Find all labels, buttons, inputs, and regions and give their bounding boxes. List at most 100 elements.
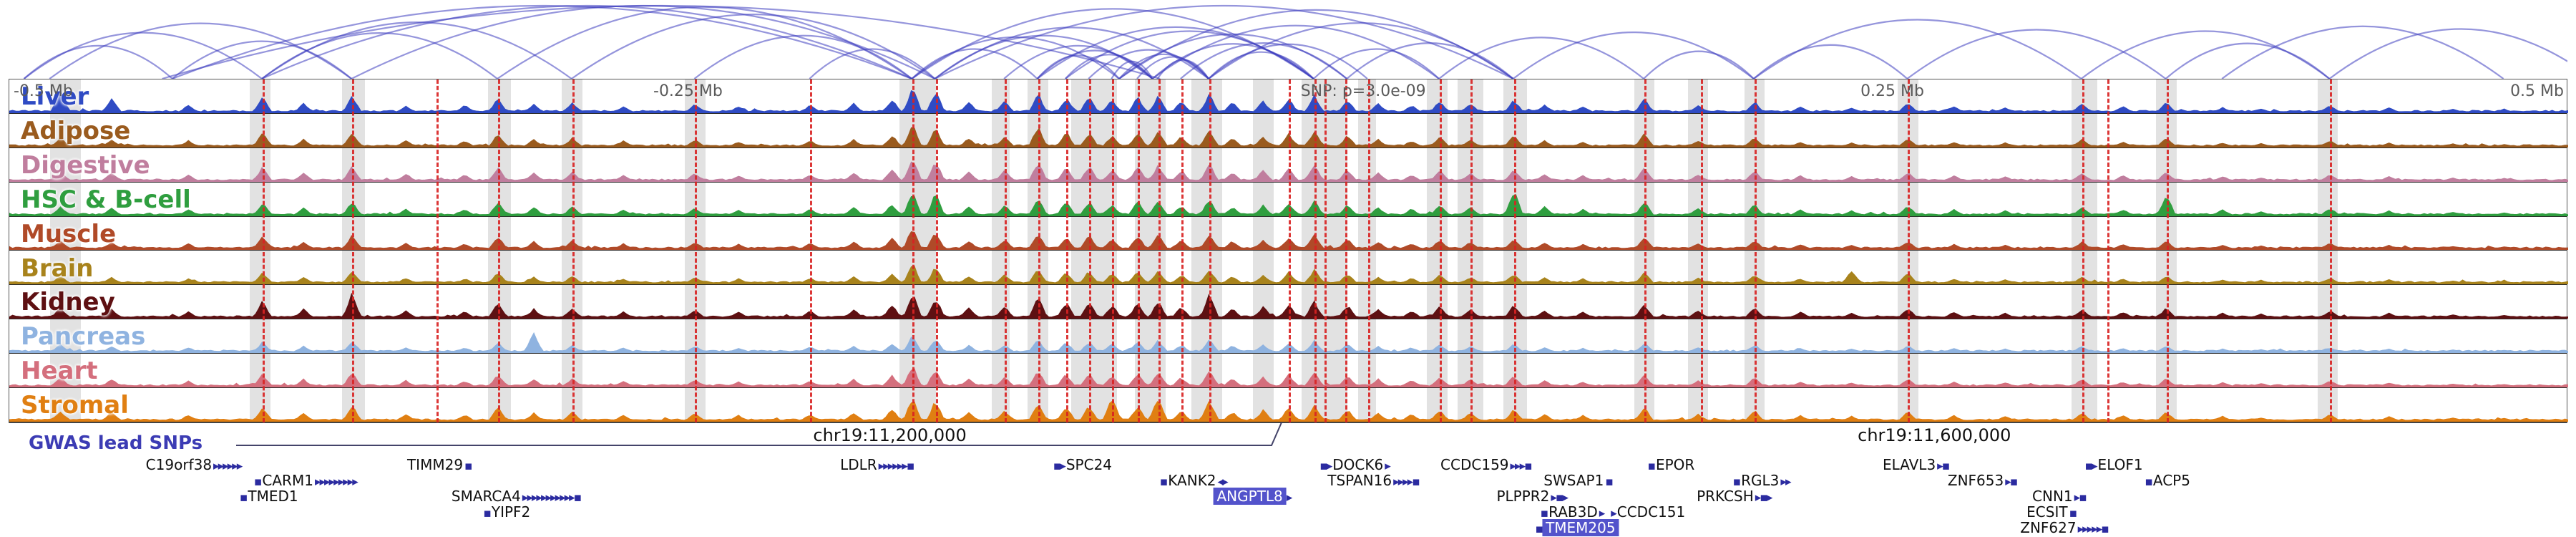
- gene-name-label: PRKCSH: [1697, 488, 1754, 505]
- track-row-stromal[interactable]: Stromal: [9, 388, 2568, 422]
- gene-structure-icon: ▪▸: [1319, 459, 1332, 473]
- gene-ecsit[interactable]: ECSIT ▪: [2025, 505, 2077, 521]
- chromatin-interaction-arc: [1753, 44, 1908, 79]
- gene-spc24[interactable]: ▪▸ SPC24: [1053, 458, 1113, 474]
- gene-elof1[interactable]: ▪▸ ELOF1: [2084, 458, 2144, 474]
- gene-name-label: YIPF2: [491, 503, 531, 521]
- gene-structure-icon: ▸▸: [1780, 475, 1791, 489]
- gene-structure-icon: ▪: [253, 475, 262, 489]
- snp-marker-line: [912, 79, 915, 422]
- snp-marker-line: [1038, 79, 1040, 422]
- gene-swsap1[interactable]: SWSAP1 ▪: [1542, 473, 1613, 490]
- gene-name-label: LDLR: [840, 456, 877, 473]
- snp-marker-line: [1908, 79, 1911, 422]
- chromatin-interaction-arc: [1313, 48, 1440, 79]
- gene-structure-icon: ▸▸▸▪: [1510, 459, 1533, 473]
- track-row-pancreas[interactable]: Pancreas: [9, 319, 2568, 354]
- gene-angptl8[interactable]: ANGPTL8 ▸: [1213, 488, 1292, 505]
- snp-marker-line: [2166, 79, 2169, 422]
- track-label-stromal: Stromal: [21, 391, 129, 420]
- gene-structure-icon: ▪: [1732, 475, 1741, 489]
- track-row-hsc-b-cell[interactable]: HSC & B-cell: [9, 183, 2568, 217]
- gene-tmed1[interactable]: ▪ TMED1: [240, 489, 300, 505]
- track-row-brain[interactable]: Brain: [9, 251, 2568, 286]
- gene-acp5[interactable]: ▪ ACP5: [2145, 473, 2192, 490]
- gene-c19orf38[interactable]: C19orf38 ▸▸▸▸▸▸: [145, 458, 243, 474]
- gene-ccdc151[interactable]: ▸ CCDC151: [1611, 505, 1687, 521]
- gene-znf627[interactable]: ZNF627 ▸▸▸▸▸▪: [2019, 519, 2109, 537]
- track-row-kidney[interactable]: Kidney: [9, 285, 2568, 320]
- gene-structure-icon: ▸: [1385, 459, 1390, 473]
- track-row-muscle[interactable]: Muscle: [9, 217, 2568, 251]
- gene-tspan16[interactable]: TSPAN16 ▸▸▸▸▪: [1326, 472, 1420, 490]
- gene-name-label: ELAVL3: [1882, 456, 1936, 473]
- track-label-kidney: Kidney: [21, 288, 115, 317]
- snp-marker-line: [1005, 79, 1008, 422]
- track-row-heart[interactable]: Heart: [9, 354, 2568, 389]
- chromatin-interaction-arc: [1118, 53, 1209, 79]
- gene-carm1[interactable]: ▪ CARM1 ▸▸▸▸▸▸▸▸▸: [253, 472, 358, 490]
- gene-structure-icon: ▸▸▸▸▸▸▸▸▸: [314, 475, 358, 489]
- track-row-digestive[interactable]: Digestive: [9, 148, 2568, 183]
- chromatin-interaction-arc: [1118, 33, 1347, 79]
- gene-structure-icon: ▪: [1540, 506, 1548, 521]
- snp-marker-line: [1345, 79, 1347, 422]
- gene-structure-icon: ▪▸: [2084, 459, 2097, 473]
- snp-marker-line: [695, 79, 698, 422]
- snp-marker-line: [1289, 79, 1291, 422]
- gene-cnn1[interactable]: CNN1 ▸▪: [2031, 488, 2087, 505]
- gene-name-label: CNN1: [2032, 488, 2073, 505]
- track-row-liver[interactable]: Liver: [9, 79, 2568, 114]
- gene-structure-icon: ▪: [1647, 459, 1655, 473]
- gene-tmem205[interactable]: ▪ TMEM205: [1536, 519, 1619, 537]
- snp-marker-line: [1644, 79, 1647, 422]
- chromatin-interaction-arc: [1036, 54, 1120, 79]
- chromatin-interaction-arc: [2080, 30, 2331, 79]
- gene-name-label: SPC24: [1065, 456, 1113, 473]
- chromatin-interaction-arc: [1111, 60, 1153, 79]
- chromatin-interaction-arc: [809, 48, 936, 79]
- scale-tick-label: 0.25 Mb: [1860, 82, 1924, 100]
- chromatin-interaction-arc: [1438, 37, 1644, 79]
- gene-name-label: TSPAN16: [1327, 472, 1392, 489]
- chromatin-interaction-arc: [693, 34, 912, 79]
- snp-marker-line: [1158, 79, 1161, 422]
- track-label-adipose: Adipose: [21, 116, 131, 145]
- gene-prkcsh[interactable]: PRKCSH ▸▪▸: [1695, 488, 1772, 505]
- gene-kank2[interactable]: ▪ KANK2 ◂▸: [1160, 473, 1229, 490]
- gene-epor[interactable]: ▪ EPOR: [1647, 458, 1696, 474]
- gene-name-label: CARM1: [262, 472, 313, 489]
- snp-marker-line: [1112, 79, 1115, 422]
- snp-highlight-band: [1071, 79, 1118, 422]
- track-label-brain: Brain: [21, 253, 94, 283]
- genome-tracks-panel[interactable]: Liver Adipose Digestive HSC & B-cell Muscle B…: [9, 79, 2568, 423]
- gene-timm29[interactable]: TIMM29 ▪: [406, 456, 473, 474]
- gene-ccdc159[interactable]: CCDC159 ▸▸▸▪: [1439, 458, 1533, 474]
- chromatin-interaction-arc: [497, 6, 912, 79]
- gene-smarca4[interactable]: SMARCA4 ▸▸▸▸▸▸▸▸▸▸▸▪: [450, 489, 582, 505]
- snp-marker-line: [1367, 79, 1370, 422]
- gene-annotation-track: C19orf38 ▸▸▸▸▸▸ TIMM29 ▪ LDLR ▸▸▸▸▸▸▪ ▪▸ SPC24 ▪…: [9, 458, 2567, 537]
- chromatin-interaction-arc: [261, 32, 498, 79]
- gene-yipf2[interactable]: ▪ YIPF2: [483, 505, 532, 521]
- gene-rgl3[interactable]: ▪ RGL3 ▸▸: [1732, 473, 1792, 490]
- chromatin-interaction-arc: [1036, 49, 1153, 79]
- gene-name-label: TIMM29: [406, 456, 464, 473]
- gene-rab3d[interactable]: ▪ RAB3D ▸: [1540, 505, 1606, 521]
- snp-marker-line: [1314, 79, 1317, 422]
- chromatin-interaction-arc: [23, 44, 173, 79]
- gene-structure-icon: ▸▪▸: [1551, 490, 1568, 505]
- gene-dock6[interactable]: ▪▸ DOCK6 ▸: [1319, 458, 1390, 474]
- snp-marker-line: [1138, 79, 1141, 422]
- snp-highlight-band: [562, 79, 582, 422]
- chromatin-interaction-arc: [1208, 22, 1514, 79]
- gene-elavl3[interactable]: ELAVL3 ▸▪: [1881, 456, 1950, 474]
- snp-marker-line: [2082, 79, 2084, 422]
- gene-plppr2[interactable]: PLPPR2 ▸▪▸: [1495, 489, 1568, 505]
- gene-name-label: ZNF627: [2020, 519, 2077, 536]
- track-row-adipose[interactable]: Adipose: [9, 114, 2568, 148]
- snp-highlight-band: [1687, 79, 1709, 422]
- gene-znf653[interactable]: ZNF653 ▸▪: [1946, 473, 2018, 490]
- snp-marker-line: [810, 79, 813, 422]
- gene-ldlr[interactable]: LDLR ▸▸▸▸▸▸▪: [839, 456, 914, 474]
